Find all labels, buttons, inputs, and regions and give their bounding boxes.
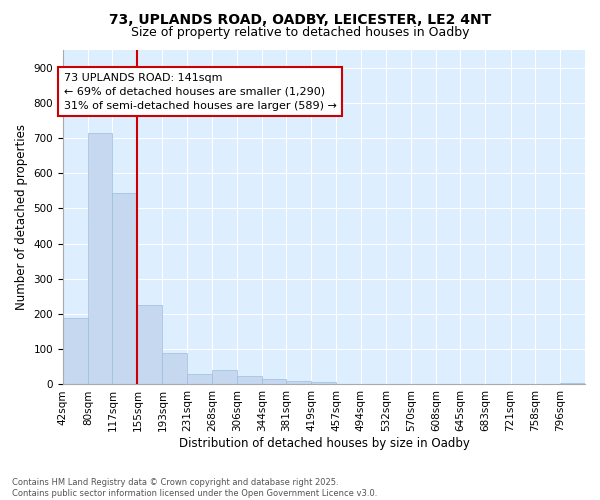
- Bar: [286, 381, 311, 384]
- Y-axis label: Number of detached properties: Number of detached properties: [15, 124, 28, 310]
- Bar: [187, 374, 212, 384]
- X-axis label: Distribution of detached houses by size in Oadby: Distribution of detached houses by size …: [179, 437, 469, 450]
- Bar: [63, 318, 88, 384]
- Bar: [560, 382, 585, 384]
- Text: Size of property relative to detached houses in Oadby: Size of property relative to detached ho…: [131, 26, 469, 39]
- Bar: [137, 305, 163, 384]
- Bar: [237, 376, 262, 384]
- Bar: [112, 192, 137, 384]
- Text: Contains HM Land Registry data © Crown copyright and database right 2025.
Contai: Contains HM Land Registry data © Crown c…: [12, 478, 377, 498]
- Bar: [163, 353, 187, 384]
- Bar: [212, 370, 237, 384]
- Bar: [88, 132, 112, 384]
- Text: 73 UPLANDS ROAD: 141sqm
← 69% of detached houses are smaller (1,290)
31% of semi: 73 UPLANDS ROAD: 141sqm ← 69% of detache…: [64, 73, 337, 111]
- Bar: [262, 379, 286, 384]
- Text: 73, UPLANDS ROAD, OADBY, LEICESTER, LE2 4NT: 73, UPLANDS ROAD, OADBY, LEICESTER, LE2 …: [109, 12, 491, 26]
- Bar: [311, 382, 337, 384]
